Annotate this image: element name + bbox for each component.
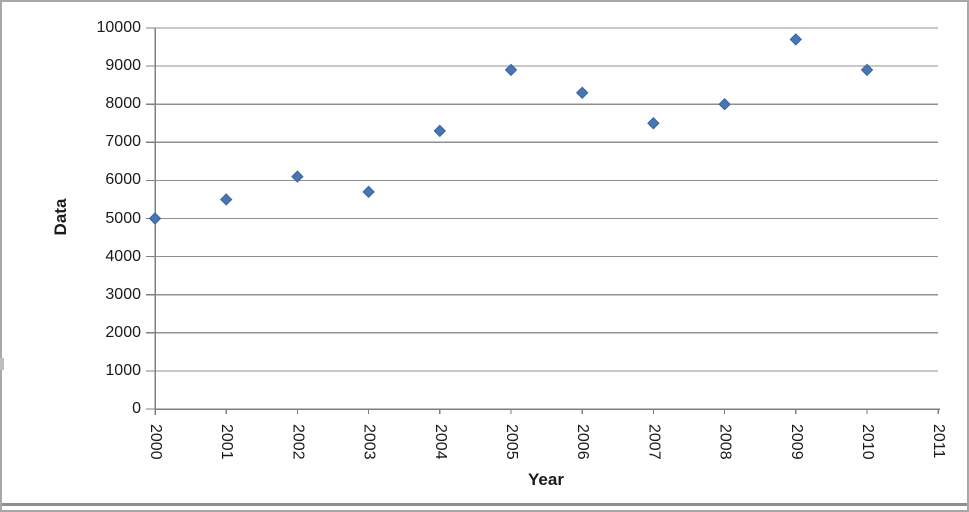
y-tick-label: 5000 [105, 209, 141, 227]
frame-bottom-border [2, 503, 967, 506]
x-tick-label: 2003 [360, 424, 378, 460]
y-tick-label: 1000 [105, 361, 141, 379]
x-tick-label: 2008 [716, 424, 734, 460]
data-point-diamond [433, 124, 447, 138]
data-point-diamond [219, 193, 233, 206]
y-tick-label: 8000 [105, 95, 141, 113]
y-tick-label: 7000 [105, 133, 141, 151]
y-tick-label: 3000 [105, 285, 141, 303]
data-point-diamond [647, 117, 660, 130]
x-tick-label: 2000 [147, 424, 164, 460]
x-tick-label: 2009 [787, 424, 805, 460]
data-point-diamond [575, 86, 589, 99]
y-tick-label: 9000 [105, 57, 141, 75]
y-tick-label: 10000 [96, 19, 142, 36]
data-point-diamond [148, 212, 162, 225]
data-point-diamond [291, 170, 304, 183]
data-point-diamond [504, 63, 518, 77]
x-tick-label: 2006 [574, 424, 592, 460]
data-point-diamond [789, 33, 803, 46]
left-edge-artifact [0, 358, 4, 370]
x-tick-label: 2002 [289, 424, 307, 460]
x-tick-label: 2010 [859, 424, 876, 460]
y-tick-label: 0 [132, 400, 141, 417]
x-tick-label: 2004 [431, 424, 449, 460]
x-tick-label: 2005 [503, 424, 520, 460]
data-point-diamond [362, 185, 375, 199]
y-axis-title: Data [51, 198, 70, 236]
x-tick-label: 2011 [930, 424, 948, 459]
y-tick-label: 6000 [105, 171, 141, 189]
x-tick-label: 2007 [645, 424, 663, 460]
y-tick-label: 2000 [105, 323, 141, 341]
data-point-diamond [860, 63, 874, 77]
y-tick-label: 4000 [105, 247, 141, 265]
x-axis-title: Year [528, 470, 564, 489]
x-tick-label: 2001 [218, 424, 236, 460]
data-point-diamond [718, 97, 731, 111]
